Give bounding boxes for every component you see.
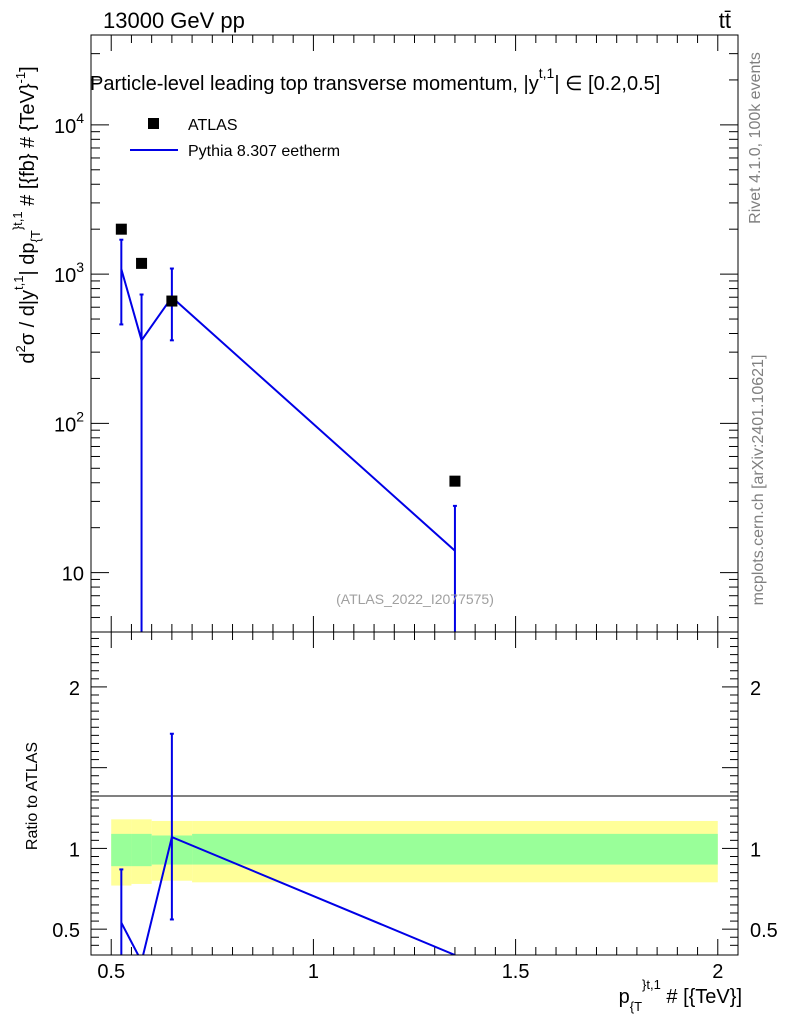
mc-line <box>120 268 456 552</box>
ratio-mc-group <box>119 732 456 955</box>
plot-title: Particle-level leading top transverse mo… <box>90 65 660 95</box>
legend-data-marker <box>148 118 159 129</box>
y-tick-label: 10 <box>62 564 84 586</box>
atlas-data-point <box>449 475 461 487</box>
xlabel: p{T}t,1 # [{TeV}] <box>619 977 742 1014</box>
ratio-y-tick-label-left: 1 <box>69 839 80 861</box>
ratio-band-inner <box>111 833 132 867</box>
ratio-y-tick-label-right: 2 <box>750 678 761 700</box>
y-tick-label: 103 <box>54 259 84 287</box>
ratio-band-inner <box>131 833 152 867</box>
ylabel-a-sup: 2 <box>13 345 28 352</box>
ylabel-e: ] <box>17 66 39 72</box>
y-tick-label-base: 10 <box>54 414 76 436</box>
plot-title-sup: t,1 <box>539 65 555 81</box>
analysis-watermark: (ATLAS_2022_I2077575) <box>336 591 494 607</box>
ylabel-a: d <box>17 353 39 364</box>
ratio-mc-line <box>120 835 456 955</box>
y-tick-label: 102 <box>54 408 84 436</box>
atlas-data-point <box>166 295 178 307</box>
y-tick-label-exp: 2 <box>76 408 84 424</box>
legend: ATLAS Pythia 8.307 eetherm <box>130 117 340 160</box>
ylabel-c-sup: }t,1 <box>10 211 25 230</box>
ratio-y-tick-label-left: 0.5 <box>52 920 80 942</box>
xlabel-a: p <box>619 986 630 1008</box>
ylabel-d-sup: -1 <box>13 72 28 84</box>
xlabel-b: # [{TeV}] <box>661 986 742 1008</box>
ylabel-c: | dp <box>17 242 39 275</box>
legend-mc-label: Pythia 8.307 eetherm <box>188 143 340 160</box>
y-tick-label-base: 10 <box>54 116 76 138</box>
y-tick-label-base: 10 <box>62 564 84 586</box>
ratio-y-tick-label-right: 0.5 <box>750 920 778 942</box>
ratio-panel: 0.5 0.5 1 1 2 2 0.5 1 1.5 2 <box>52 631 778 983</box>
rivet-label: Rivet 4.1.0, 100k events <box>747 52 764 224</box>
ratio-frame <box>90 631 739 956</box>
ratio-y-tick-label-left: 2 <box>69 678 80 700</box>
y-tick-label: 104 <box>54 110 84 138</box>
ratio-y-tick-label-right: 1 <box>750 839 761 861</box>
ratio-ticks: 0.5 0.5 1 1 2 2 0.5 1 1.5 2 <box>52 632 778 983</box>
ylabel-d: # [{fb} # {TeV} <box>17 83 39 211</box>
source-label: mcplots.cern.ch [arXiv:2401.10621] <box>750 355 767 606</box>
atlas-data-point <box>115 223 127 235</box>
process-label: tt̄ <box>719 8 731 33</box>
x-tick-label: 2 <box>712 961 723 983</box>
xlabel-a-sub: {T <box>630 999 642 1014</box>
y-tick-label-exp: 3 <box>76 259 84 275</box>
y-tick-label-exp: 4 <box>76 110 84 126</box>
plot-title-main: Particle-level leading top transverse mo… <box>90 73 539 95</box>
ratio-band-inner <box>192 833 718 865</box>
x-tick-label: 0.5 <box>97 961 125 983</box>
x-tick-label: 1 <box>308 961 319 983</box>
ylabel-b: σ / d|y <box>17 290 39 345</box>
xlabel-a-sup: }t,1 <box>642 977 661 992</box>
ratio-ylabel: Ratio to ATLAS <box>24 742 41 850</box>
main-ylabel: d2σ / d|yt,1| dp{T}t,1 # [{fb} # {TeV}-1… <box>10 66 43 363</box>
ylabel-b-sup: t,1 <box>11 275 26 289</box>
legend-data-label: ATLAS <box>188 117 238 134</box>
x-tick-label: 1.5 <box>502 961 530 983</box>
atlas-data-point <box>136 257 148 269</box>
ylabel-c-sub: {T <box>28 230 43 242</box>
plot-title-rest: | ∈ [0.2,0.5] <box>554 73 660 95</box>
energy-label: 13000 GeV pp <box>103 8 245 33</box>
y-tick-label-base: 10 <box>54 265 76 287</box>
